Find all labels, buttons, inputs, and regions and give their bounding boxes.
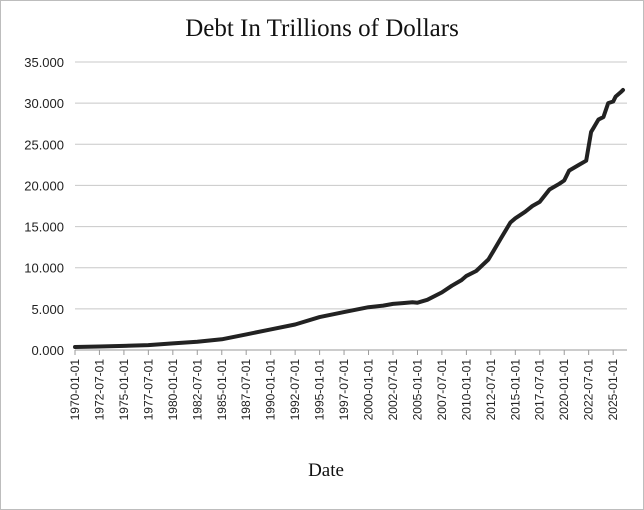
gridlines	[75, 61, 627, 310]
y-tick-label: 5.000	[31, 302, 64, 317]
x-tick-label: 1995-01-01	[313, 359, 327, 421]
y-tick-label: 15.000	[24, 220, 64, 235]
x-tick-label: 1980-01-01	[166, 359, 180, 421]
x-tick-label: 1997-07-01	[337, 359, 351, 421]
x-tick-label: 2015-01-01	[508, 359, 522, 421]
x-tick-label: 2012-07-01	[484, 359, 498, 421]
x-tick-label: 2022-07-01	[582, 359, 596, 421]
y-tick-label: 30.000	[24, 96, 64, 111]
x-tick-label: 2017-07-01	[533, 359, 547, 421]
x-tick-label: 1987-07-01	[239, 359, 253, 421]
x-tick-label: 1970-01-01	[68, 359, 82, 421]
y-tick-label: 25.000	[24, 137, 64, 152]
y-tick-label: 35.000	[24, 55, 64, 70]
x-tick-label: 2020-01-01	[557, 359, 571, 421]
x-tick-label: 1990-01-01	[264, 359, 278, 421]
x-tick-label: 1982-07-01	[190, 359, 204, 421]
x-tick-label: 2007-07-01	[435, 359, 449, 421]
x-tick-label: 1975-01-01	[117, 359, 131, 421]
x-axis-ticks: 1970-01-01 1972-07-01 1975-01-01 1977-07-01…	[68, 350, 620, 420]
y-axis-ticks: 0.000 5.000 10.000 15.000 20.000 25.000 30.000…	[24, 55, 64, 358]
chart-title: Debt In Trillions of Dollars	[185, 15, 459, 42]
x-axis-label: Date	[308, 460, 344, 481]
x-tick-label: 1985-01-01	[215, 359, 229, 421]
x-tick-label: 2002-07-01	[386, 359, 400, 421]
x-tick-label: 2005-01-01	[410, 359, 424, 421]
x-tick-label: 2025-01-01	[606, 359, 620, 421]
y-tick-label: 10.000	[24, 261, 64, 276]
x-tick-label: 1972-07-01	[92, 359, 106, 421]
y-tick-label: 0.000	[31, 343, 64, 358]
debt-series-line	[73, 88, 625, 349]
x-tick-label: 2010-01-01	[459, 359, 473, 421]
x-tick-label: 1977-07-01	[141, 359, 155, 421]
x-tick-label: 2000-01-01	[362, 359, 376, 421]
x-tick-label: 1992-07-01	[288, 359, 302, 421]
y-tick-label: 20.000	[24, 178, 64, 193]
